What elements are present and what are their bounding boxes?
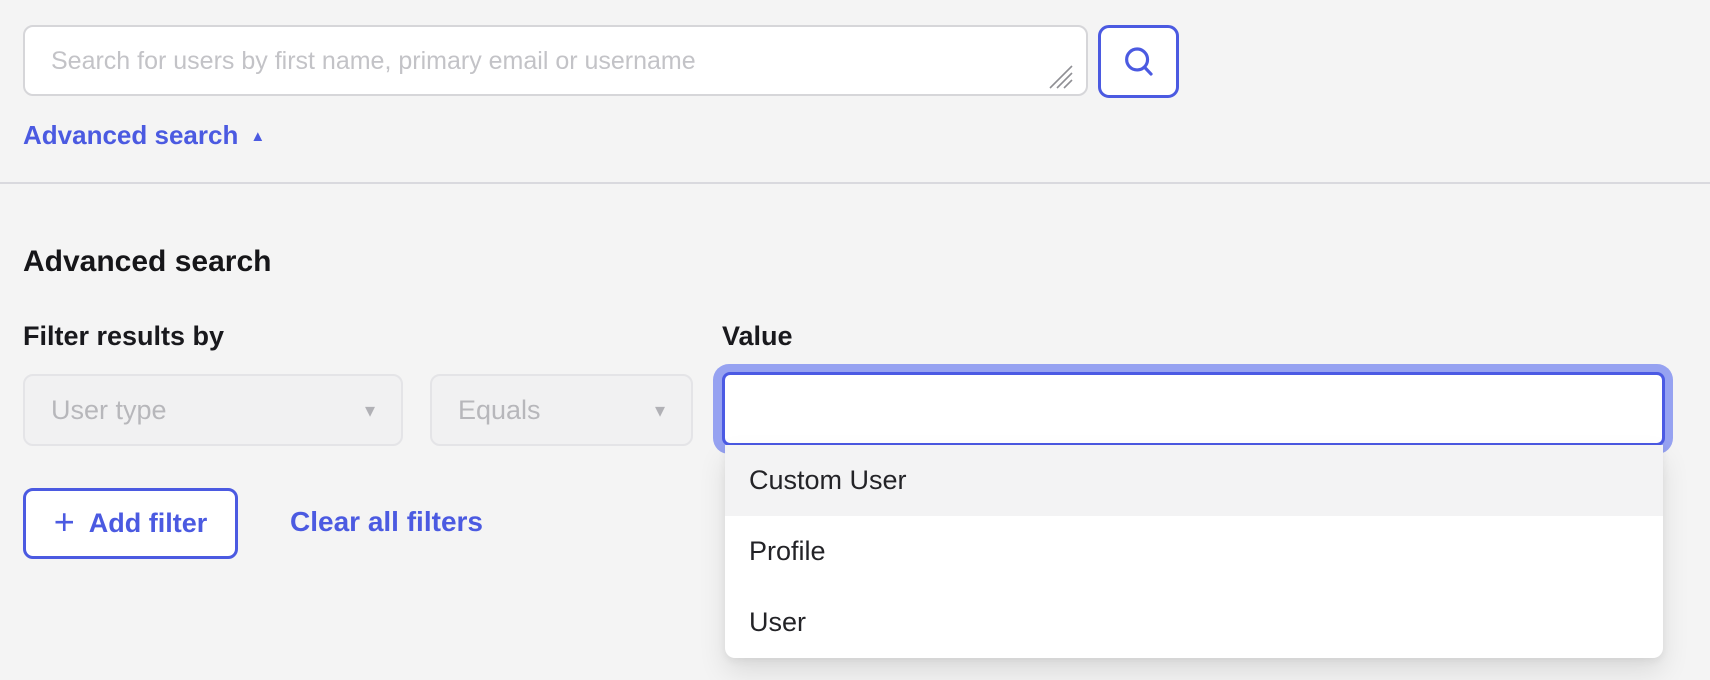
operator-select-value: Equals	[458, 394, 541, 425]
dropdown-option-label: User	[749, 607, 807, 637]
search-icon	[1120, 43, 1158, 81]
dropdown-option-label: Profile	[749, 536, 826, 566]
value-combobox-input[interactable]	[722, 372, 1665, 446]
clear-all-filters-link[interactable]: Clear all filters	[290, 506, 483, 537]
operator-select: Equals ▾	[430, 374, 693, 446]
dropdown-option-label: Custom User	[749, 465, 907, 495]
filter-results-by-label: Filter results by	[23, 321, 225, 351]
plus-icon: +	[53, 500, 75, 542]
add-filter-button[interactable]: + Add filter	[23, 488, 238, 559]
advanced-search-toggle[interactable]: Advanced search ▲	[23, 120, 265, 151]
value-dropdown-menu: Custom User Profile User	[725, 445, 1663, 658]
resize-grip-icon[interactable]	[1046, 62, 1074, 90]
add-filter-button-label: Add filter	[88, 508, 208, 538]
filter-type-select: User type ▾	[23, 374, 403, 446]
user-search-input[interactable]	[23, 25, 1088, 96]
value-label: Value	[722, 321, 793, 351]
section-divider	[0, 182, 1710, 184]
dropdown-option-user[interactable]: User	[725, 587, 1663, 658]
caret-down-icon: ▾	[654, 399, 665, 422]
caret-up-icon: ▲	[250, 128, 266, 145]
filter-type-select-value: User type	[51, 394, 167, 425]
advanced-search-title: Advanced search	[23, 245, 272, 278]
dropdown-option-custom-user[interactable]: Custom User	[725, 445, 1663, 516]
search-button[interactable]	[1098, 25, 1179, 98]
advanced-search-toggle-label: Advanced search	[23, 120, 239, 150]
caret-down-icon: ▾	[364, 399, 375, 422]
dropdown-option-profile[interactable]: Profile	[725, 516, 1663, 587]
